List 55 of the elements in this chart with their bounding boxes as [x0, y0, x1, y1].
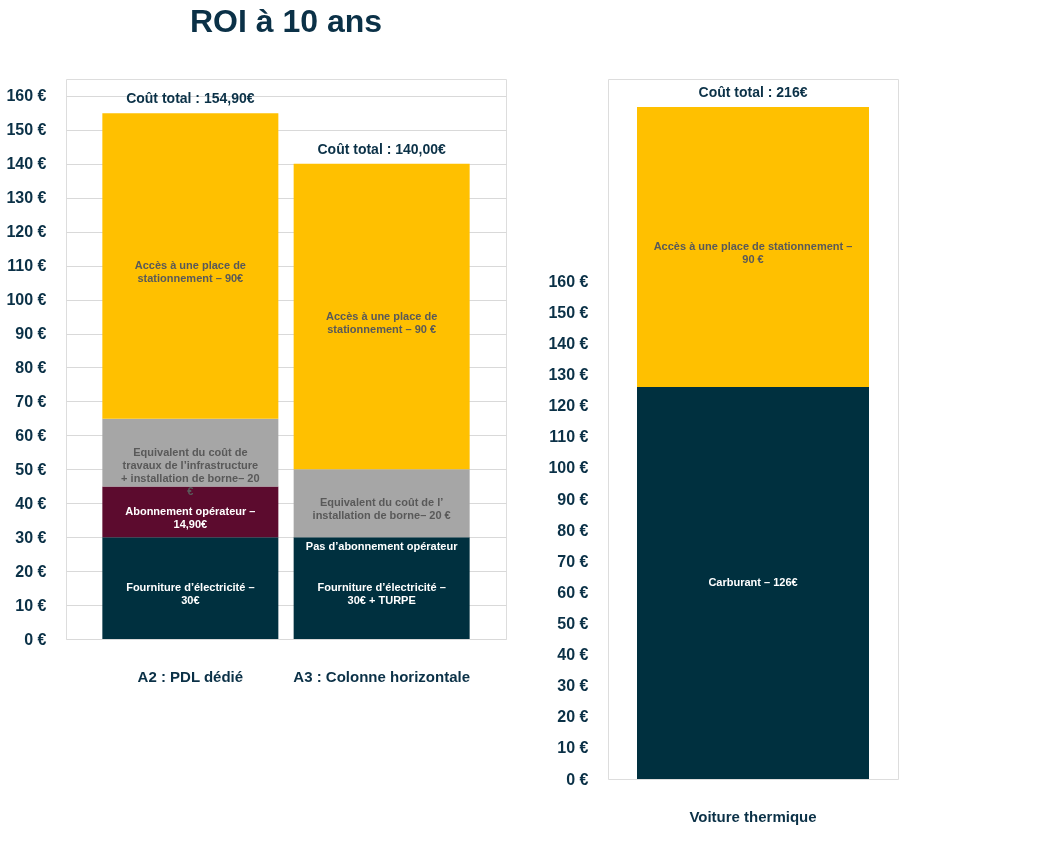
annotation: Equivalent du coût de l’ installation de borne– 20 € [312, 496, 451, 522]
y-tick-label: 60 € [557, 583, 589, 601]
annotation: Fourniture d’électricité – 30€ [126, 581, 255, 607]
y-tick-label: 20 € [15, 562, 47, 580]
y-tick-label: 70 € [15, 392, 47, 410]
y-tick-label: 110 € [549, 428, 589, 446]
y-tick-label: 130 € [548, 366, 589, 384]
annotation: Equivalent du coût de travaux de l’infrastructure + installation de borne– 20 € [121, 445, 260, 497]
y-tick-label: 110 € [7, 257, 47, 275]
annotation: Accès à une place de stationnement – 90 € [326, 309, 438, 335]
y-tick-label: 140 € [548, 334, 589, 352]
y-tick-label: 0 € [24, 630, 47, 648]
y-tick-label: 90 € [557, 490, 589, 508]
x-tick-label: A2 : PDL dédié [137, 667, 244, 685]
chart-title: ROI à 10 ans [189, 3, 383, 39]
y-tick-label: 10 € [557, 739, 589, 757]
y-tick-label: 150 € [548, 303, 589, 321]
y-tick-label: 50 € [557, 614, 589, 632]
annotation: Abonnement opérateur – 14,90€ [125, 504, 256, 530]
y-tick-label: 10 € [15, 596, 47, 614]
bar [102, 113, 279, 419]
y-tick-label: 50 € [15, 460, 47, 478]
y-tick-label: 30 € [557, 677, 589, 695]
bar [293, 537, 470, 639]
y-tick-label: 100 € [548, 459, 589, 477]
y-tick-label: 90 € [15, 325, 47, 343]
total-label: Coût total : 140,00€ [317, 140, 447, 157]
annotation: Accès à une place de stationnement – 90 € [653, 240, 853, 265]
y-tick-label: 160 € [6, 87, 47, 105]
y-tick-label: 150 € [6, 121, 47, 139]
y-tick-label: 70 € [557, 552, 589, 570]
annotation: Fourniture d’électricité – 30€ + TURPE [317, 581, 446, 607]
x-tick-label: Voiture thermique [689, 807, 817, 825]
total-label: Coût total : 154,90€ [126, 90, 255, 107]
annotation: Carburant – 126€ [708, 576, 798, 588]
y-tick-label: 130 € [6, 189, 47, 207]
y-tick-label: 120 € [548, 397, 589, 415]
y-tick-label: 100 € [6, 291, 47, 309]
y-tick-label: 40 € [15, 494, 47, 512]
annotation: Pas d’abonnement opérateur [305, 540, 459, 553]
y-tick-label: 0 € [566, 770, 589, 788]
x-tick-label: A3 : Colonne horizontale [293, 667, 470, 685]
y-tick-label: 20 € [557, 708, 589, 726]
y-tick-label: 160 € [548, 272, 589, 290]
total-label: Coût total : 216€ [698, 84, 808, 100]
y-tick-label: 60 € [15, 426, 47, 444]
y-tick-label: 140 € [6, 155, 47, 173]
y-tick-label: 30 € [15, 528, 47, 546]
y-tick-label: 40 € [557, 646, 589, 664]
bar [293, 163, 470, 470]
annotation: Accès à une place de stationnement – 90€ [134, 259, 246, 285]
y-tick-label: 80 € [557, 521, 589, 539]
y-tick-label: 80 € [15, 358, 47, 376]
y-tick-label: 120 € [6, 223, 47, 241]
bar [102, 537, 279, 639]
